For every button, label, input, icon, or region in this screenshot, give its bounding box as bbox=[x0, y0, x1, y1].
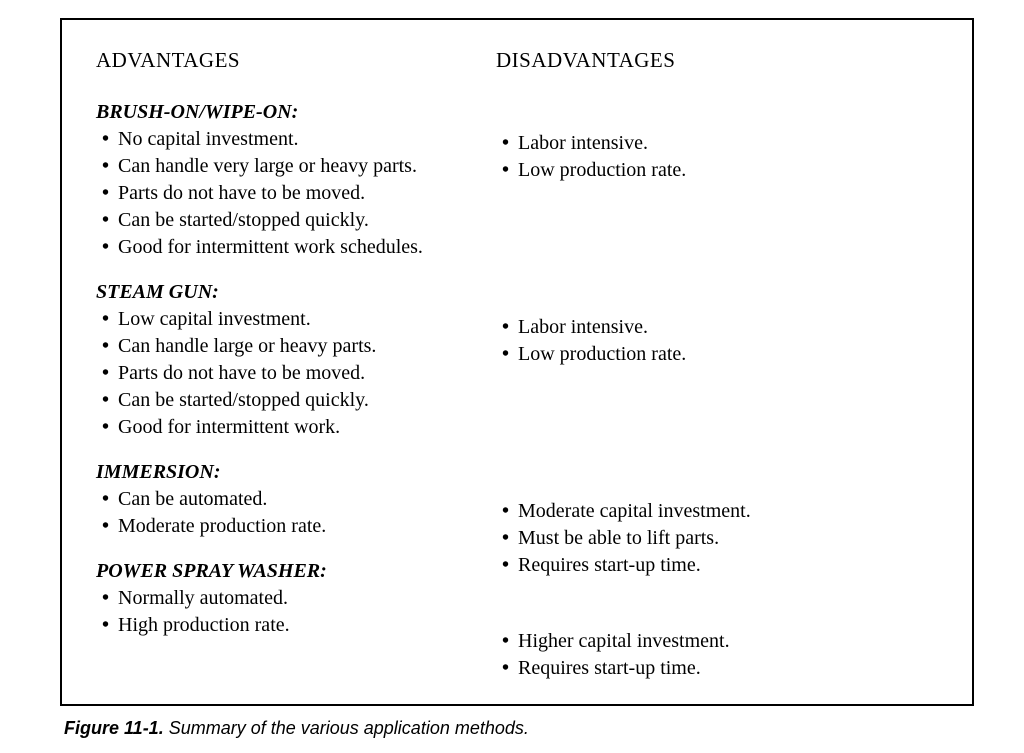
figure-text: Summary of the various application metho… bbox=[164, 718, 529, 738]
disadvantages-list: Higher capital investment. Requires star… bbox=[496, 628, 938, 682]
section-steam-gun: STEAM GUN: Low capital investment. Can h… bbox=[96, 281, 496, 441]
disadvantages-header: DISADVANTAGES bbox=[496, 48, 938, 73]
disadvantages-list: Labor intensive. Low production rate. . … bbox=[496, 130, 938, 265]
section-brush-on: BRUSH-ON/WIPE-ON: No capital investment.… bbox=[96, 101, 496, 261]
list-item: Low production rate. bbox=[496, 341, 938, 368]
list-item: Can be started/stopped quickly. bbox=[96, 387, 496, 414]
list-item: Good for intermittent work. bbox=[96, 414, 496, 441]
comparison-table-box: ADVANTAGES BRUSH-ON/WIPE-ON: No capital … bbox=[60, 18, 974, 706]
list-item: High production rate. bbox=[96, 612, 496, 639]
two-column-layout: ADVANTAGES BRUSH-ON/WIPE-ON: No capital … bbox=[96, 48, 938, 702]
advantages-header: ADVANTAGES bbox=[96, 48, 496, 73]
disadvantages-list: Moderate capital investment. Must be abl… bbox=[496, 498, 938, 579]
title-spacer bbox=[496, 469, 938, 498]
list-item: Requires start-up time. bbox=[496, 655, 938, 682]
section-steam-gun-dis: Labor intensive. Low production rate. . … bbox=[496, 285, 938, 449]
advantages-list: Normally automated. High production rate… bbox=[96, 585, 496, 639]
advantages-column: ADVANTAGES BRUSH-ON/WIPE-ON: No capital … bbox=[96, 48, 496, 702]
section-immersion: IMMERSION: Can be automated. Moderate pr… bbox=[96, 461, 496, 540]
advantages-list: Low capital investment. Can handle large… bbox=[96, 306, 496, 441]
list-item: Can handle large or heavy parts. bbox=[96, 333, 496, 360]
title-spacer bbox=[496, 101, 938, 130]
section-title: POWER SPRAY WASHER: bbox=[96, 560, 496, 583]
list-item: Low production rate. bbox=[496, 157, 938, 184]
list-item: Can be automated. bbox=[96, 486, 496, 513]
advantages-list: Can be automated. Moderate production ra… bbox=[96, 486, 496, 540]
list-item: Can handle very large or heavy parts. bbox=[96, 153, 496, 180]
disadvantages-list: Labor intensive. Low production rate. . … bbox=[496, 314, 938, 449]
list-item: Good for intermittent work schedules. bbox=[96, 234, 496, 261]
list-item: No capital investment. bbox=[96, 126, 496, 153]
section-brush-on-dis: Labor intensive. Low production rate. . … bbox=[496, 101, 938, 265]
disadvantages-column: DISADVANTAGES Labor intensive. Low produ… bbox=[496, 48, 938, 702]
list-item: Can be started/stopped quickly. bbox=[96, 207, 496, 234]
section-title: BRUSH-ON/WIPE-ON: bbox=[96, 101, 496, 124]
section-title: IMMERSION: bbox=[96, 461, 496, 484]
list-item: Low capital investment. bbox=[96, 306, 496, 333]
list-item: Labor intensive. bbox=[496, 130, 938, 157]
list-item: Moderate production rate. bbox=[96, 513, 496, 540]
section-power-spray: POWER SPRAY WASHER: Normally automated. … bbox=[96, 560, 496, 639]
figure-caption: Figure 11-1. Summary of the various appl… bbox=[60, 718, 974, 739]
title-spacer bbox=[496, 599, 938, 628]
list-item: Normally automated. bbox=[96, 585, 496, 612]
list-item: Labor intensive. bbox=[496, 314, 938, 341]
section-title: STEAM GUN: bbox=[96, 281, 496, 304]
list-item: Requires start-up time. bbox=[496, 552, 938, 579]
list-item: Parts do not have to be moved. bbox=[96, 180, 496, 207]
title-spacer bbox=[496, 285, 938, 314]
list-item: Parts do not have to be moved. bbox=[96, 360, 496, 387]
list-item: Higher capital investment. bbox=[496, 628, 938, 655]
figure-label: Figure 11-1. bbox=[64, 718, 164, 738]
list-item: Must be able to lift parts. bbox=[496, 525, 938, 552]
advantages-list: No capital investment. Can handle very l… bbox=[96, 126, 496, 261]
section-power-spray-dis: Higher capital investment. Requires star… bbox=[496, 599, 938, 682]
list-item: Moderate capital investment. bbox=[496, 498, 938, 525]
section-immersion-dis: Moderate capital investment. Must be abl… bbox=[496, 469, 938, 579]
